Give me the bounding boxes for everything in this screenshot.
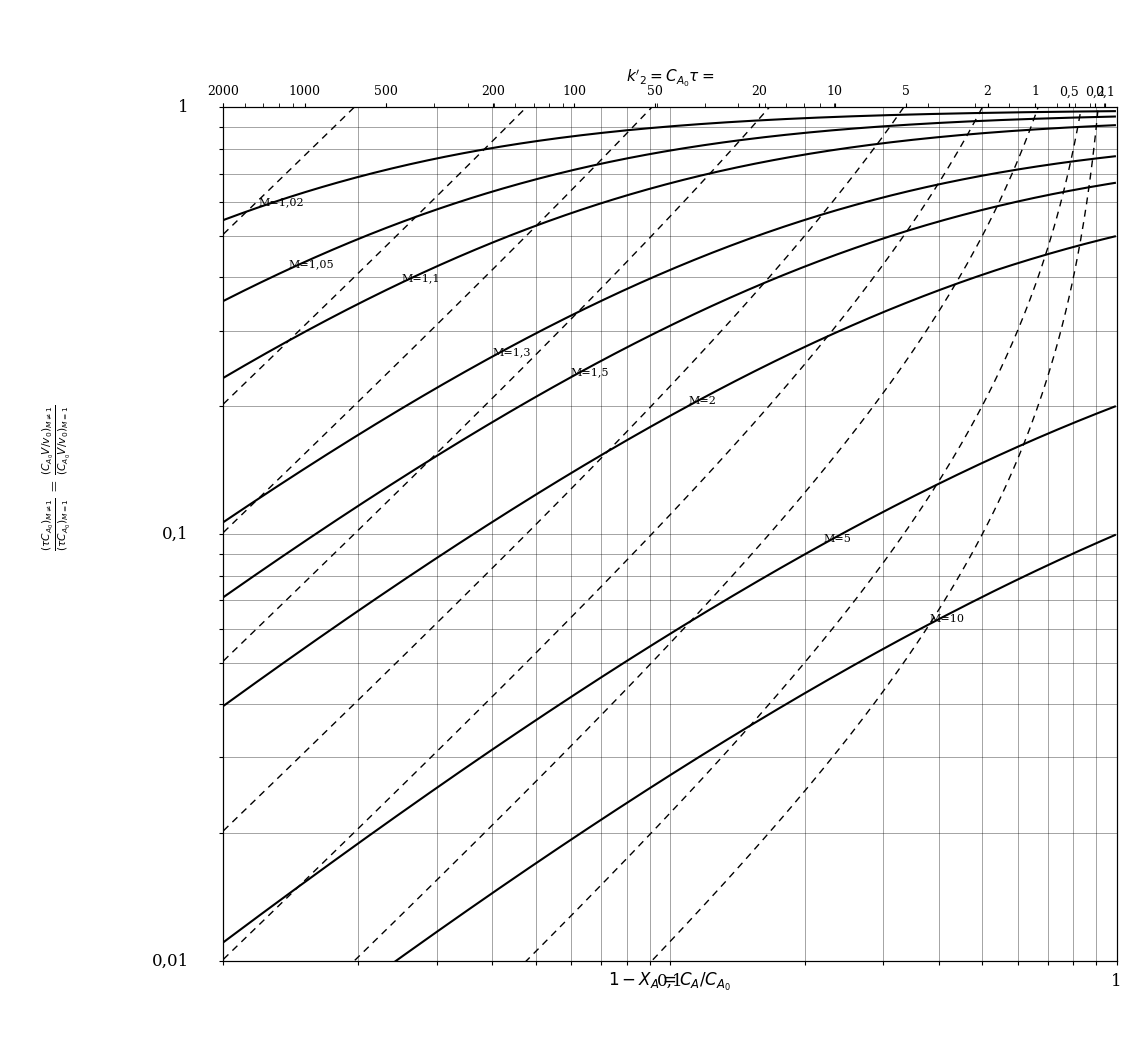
Text: M=10: M=10 <box>929 614 964 625</box>
X-axis label: $k'_2 = C_{A_0}\tau=$: $k'_2 = C_{A_0}\tau=$ <box>626 68 714 89</box>
Text: $\frac{(\tau C_{A_0})_{M\neq1}}{(\tau C_{A_0})_{M=1}}$ = $\frac{(C_{A_0}V/v_0)_{: $\frac{(\tau C_{A_0})_{M\neq1}}{(\tau C_… <box>41 404 73 551</box>
Text: 0,1: 0,1 <box>657 973 683 990</box>
Text: 0,1: 0,1 <box>163 526 189 543</box>
Text: M=1,05: M=1,05 <box>289 260 334 269</box>
Text: M=1,1: M=1,1 <box>401 273 440 283</box>
Text: M=5: M=5 <box>823 534 850 544</box>
Text: 1: 1 <box>1111 973 1122 990</box>
Text: M=1,5: M=1,5 <box>571 367 609 378</box>
Text: M=1,3: M=1,3 <box>492 347 531 356</box>
Text: 0,01: 0,01 <box>151 953 189 970</box>
X-axis label: $1-X_A = C_A/C_{A_0}$: $1-X_A = C_A/C_{A_0}$ <box>608 971 731 993</box>
Text: M=1,02: M=1,02 <box>259 197 305 207</box>
Text: M=2: M=2 <box>689 396 716 405</box>
Text: 1: 1 <box>179 99 189 116</box>
